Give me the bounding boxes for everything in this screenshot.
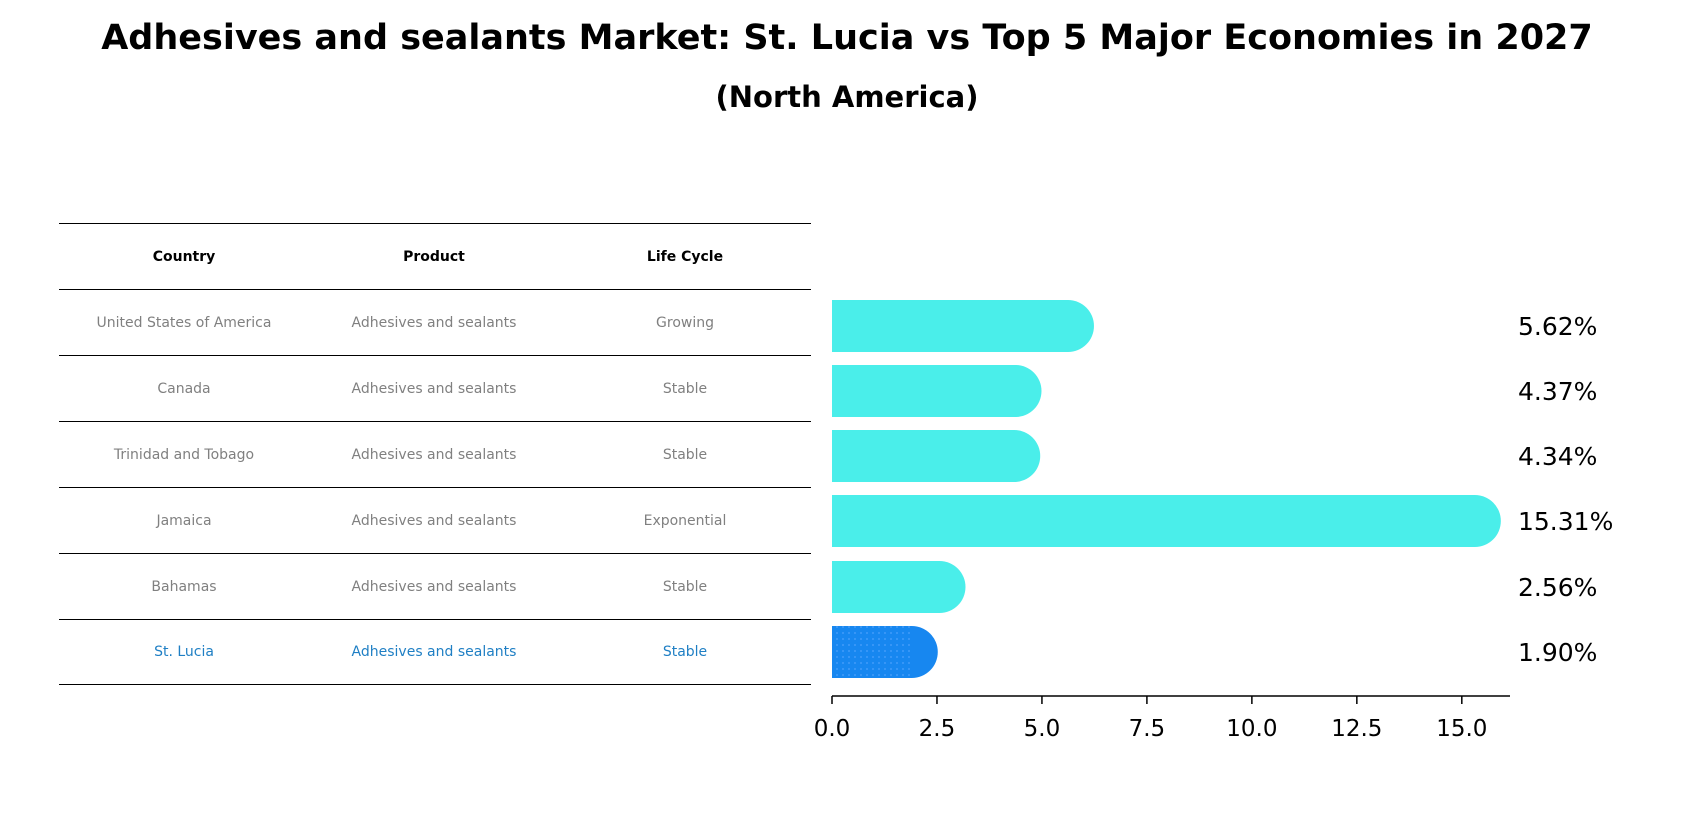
header-product: Product <box>403 248 465 265</box>
x-tick-label: 12.5 <box>1331 716 1382 742</box>
value-label: 1.90% <box>1518 638 1597 667</box>
table-row-highlight: St. Lucia Adhesives and sealants Stable <box>59 619 811 685</box>
x-axis: 0.0 2.5 5.0 7.5 10.0 12.5 15.0 <box>814 695 1510 742</box>
bar-highlight-hatch <box>832 626 912 678</box>
table-row: Bahamas Adhesives and sealants Stable <box>59 553 811 619</box>
cell-country: Canada <box>157 380 211 397</box>
value-label: 4.34% <box>1518 442 1597 471</box>
cell-country: Bahamas <box>151 578 217 595</box>
table-row: Trinidad and Tobago Adhesives and sealan… <box>59 421 811 487</box>
cell-country: Jamaica <box>156 512 212 529</box>
cell-life-cycle: Stable <box>662 380 708 397</box>
table-row: Canada Adhesives and sealants Stable <box>59 355 811 421</box>
x-tick-label: 10.0 <box>1226 716 1277 742</box>
table-row: United States of America Adhesives and s… <box>59 289 811 355</box>
bar <box>832 430 1041 482</box>
value-label: 5.62% <box>1518 312 1597 341</box>
x-tick-label: 5.0 <box>1024 716 1061 742</box>
cell-life-cycle: Stable <box>662 446 708 463</box>
bar <box>832 495 1501 547</box>
value-label: 2.56% <box>1518 573 1597 602</box>
cell-country: United States of America <box>96 314 272 331</box>
cell-life-cycle: Growing <box>656 314 714 331</box>
header-life-cycle: Life Cycle <box>646 248 724 265</box>
bar <box>832 300 1094 352</box>
x-tick-label: 7.5 <box>1129 716 1166 742</box>
cell-life-cycle: Stable <box>662 644 708 660</box>
bars-group <box>832 300 1501 678</box>
header-country: Country <box>152 248 216 265</box>
cell-country: Trinidad and Tobago <box>113 446 255 463</box>
value-label: 15.31% <box>1518 507 1613 536</box>
x-tick-label: 0.0 <box>814 716 851 742</box>
table-header-row: Country Product Life Cycle <box>59 223 811 289</box>
cell-country: St. Lucia <box>154 644 214 660</box>
cell-life-cycle: Exponential <box>643 512 727 529</box>
chart-subtitle: (North America) <box>715 80 979 114</box>
chart-title: Adhesives and sealants Market: St. Lucia… <box>101 18 1593 58</box>
cell-life-cycle: Stable <box>662 578 708 595</box>
value-label: 4.37% <box>1518 377 1597 406</box>
x-tick-label: 2.5 <box>919 716 956 742</box>
cell-product: Adhesives and sealants <box>351 380 517 397</box>
cell-product: Adhesives and sealants <box>351 446 517 463</box>
data-table: Country Product Life Cycle United States… <box>59 223 811 685</box>
bar <box>832 365 1042 417</box>
value-labels-group: 5.62% 4.37% 4.34% 15.31% 2.56% 1.90% <box>1518 312 1613 667</box>
table-row: Jamaica Adhesives and sealants Exponenti… <box>59 487 811 553</box>
x-tick-label: 15.0 <box>1436 716 1487 742</box>
cell-product: Adhesives and sealants <box>351 644 517 660</box>
cell-product: Adhesives and sealants <box>351 512 517 529</box>
cell-product: Adhesives and sealants <box>351 314 517 331</box>
cell-product: Adhesives and sealants <box>351 578 517 595</box>
bar <box>832 561 966 613</box>
